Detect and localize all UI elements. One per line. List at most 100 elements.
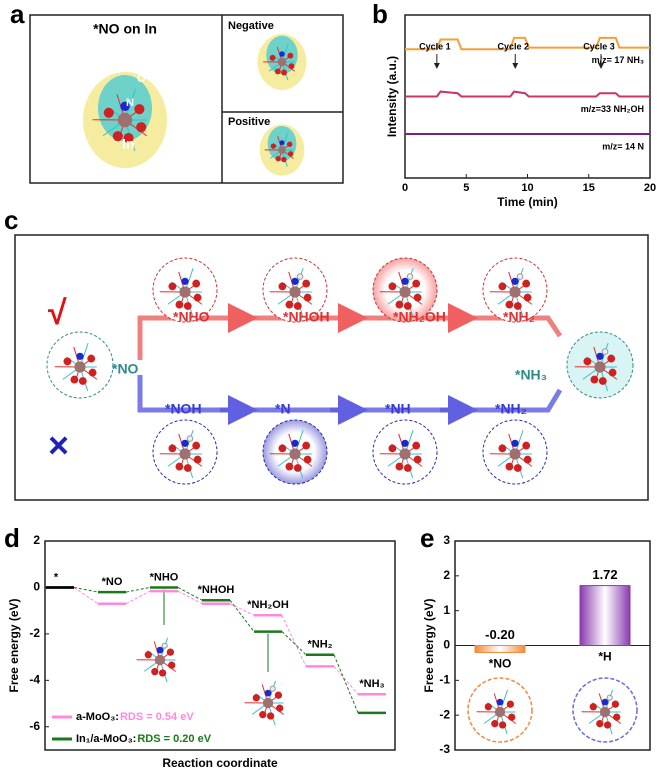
atom xyxy=(134,104,145,115)
atom-label: In xyxy=(122,136,134,152)
atom xyxy=(117,112,133,128)
atom xyxy=(264,689,272,697)
atom xyxy=(388,282,397,291)
atom xyxy=(511,277,519,285)
atom xyxy=(598,377,607,385)
atom xyxy=(179,286,191,298)
structure xyxy=(83,34,307,176)
category-label: *NH₂ xyxy=(307,639,332,651)
atom xyxy=(491,720,499,728)
atom xyxy=(88,368,97,377)
connector xyxy=(73,586,99,593)
category-label: * xyxy=(54,571,59,583)
plot-frame xyxy=(44,540,396,751)
atom xyxy=(296,273,304,280)
atom xyxy=(289,448,301,460)
atom xyxy=(498,721,507,729)
panel-a: *NO on In Negative Positive N O In xyxy=(29,14,344,184)
atom xyxy=(259,711,267,719)
atom xyxy=(120,101,130,111)
atom xyxy=(63,357,72,366)
atom xyxy=(87,354,96,363)
atom xyxy=(596,720,604,728)
atom xyxy=(611,700,620,708)
atom xyxy=(74,361,86,373)
atom xyxy=(399,286,411,298)
x-tick-label: 15 xyxy=(583,182,595,194)
connector xyxy=(229,603,255,616)
atom xyxy=(281,156,287,163)
species: *NH₂ xyxy=(495,401,527,417)
cross: × xyxy=(48,425,69,466)
category-label: *H xyxy=(598,650,611,664)
legend-rds: RDS = 0.54 eV xyxy=(120,711,194,723)
atom xyxy=(508,713,516,721)
y-label: Free energy (eV) xyxy=(422,598,436,692)
atom xyxy=(279,140,285,146)
atom xyxy=(496,698,504,706)
atom xyxy=(594,361,606,373)
panel-letter: e xyxy=(420,523,434,553)
atom xyxy=(274,691,283,699)
atom xyxy=(76,352,84,360)
atom xyxy=(276,704,284,712)
atom xyxy=(281,69,288,76)
y-label: Free energy (eV) xyxy=(7,598,21,692)
x-label: Time (min) xyxy=(497,195,557,209)
atom xyxy=(403,464,412,472)
y-tick-label: 2 xyxy=(33,533,40,547)
y-tick-label: 3 xyxy=(443,533,450,547)
atom xyxy=(601,698,609,706)
atom xyxy=(607,354,616,363)
atom xyxy=(70,375,79,384)
species: *NH xyxy=(385,401,411,417)
connector xyxy=(333,666,359,695)
category-label: *NH₃ xyxy=(359,678,384,690)
atom xyxy=(144,651,152,659)
atom xyxy=(596,352,604,360)
atom xyxy=(603,721,612,729)
atom xyxy=(413,293,422,302)
x-tick-label: 10 xyxy=(521,182,533,194)
atom xyxy=(291,439,299,447)
label: Negative xyxy=(228,20,274,32)
atom xyxy=(181,439,189,447)
check: √ xyxy=(48,294,67,332)
atom xyxy=(183,464,192,472)
atom xyxy=(278,444,287,453)
connector xyxy=(125,590,151,605)
panel-c: *NHO *NOH *NHOH *N *NH₂OH *NH *NH₂ *NH₂ √ × *NO… xyxy=(14,234,649,501)
atom xyxy=(516,273,524,280)
connector xyxy=(177,587,203,601)
atom xyxy=(291,277,299,285)
atom xyxy=(154,654,166,666)
atom xyxy=(413,455,422,464)
atom xyxy=(168,661,176,669)
connector xyxy=(229,599,255,632)
atom xyxy=(498,282,507,291)
y-label: Intensity (a.u.) xyxy=(385,56,399,137)
bar xyxy=(474,645,526,653)
panel-letter: d xyxy=(4,523,20,553)
species: *NOH xyxy=(165,401,202,417)
series-label: m/z=33 NH₂OH xyxy=(581,104,644,114)
atom xyxy=(289,286,301,298)
label: Positive xyxy=(228,116,270,128)
atom xyxy=(505,300,514,309)
annotation: Cycle 3 xyxy=(583,41,615,51)
y-tick-label: 2 xyxy=(443,568,450,582)
species: *N xyxy=(275,401,291,417)
value-label: 1.72 xyxy=(592,567,617,582)
atom xyxy=(395,462,404,471)
atom xyxy=(590,375,599,384)
atom xyxy=(277,57,287,67)
atom xyxy=(606,694,613,701)
series-line xyxy=(405,36,650,51)
panel-letter: b xyxy=(372,0,388,29)
atom xyxy=(112,131,123,142)
atom xyxy=(288,63,295,70)
series-line xyxy=(405,90,650,98)
atom xyxy=(136,122,147,133)
atom xyxy=(179,448,191,460)
series-label: m/z= 14 N xyxy=(602,141,644,151)
